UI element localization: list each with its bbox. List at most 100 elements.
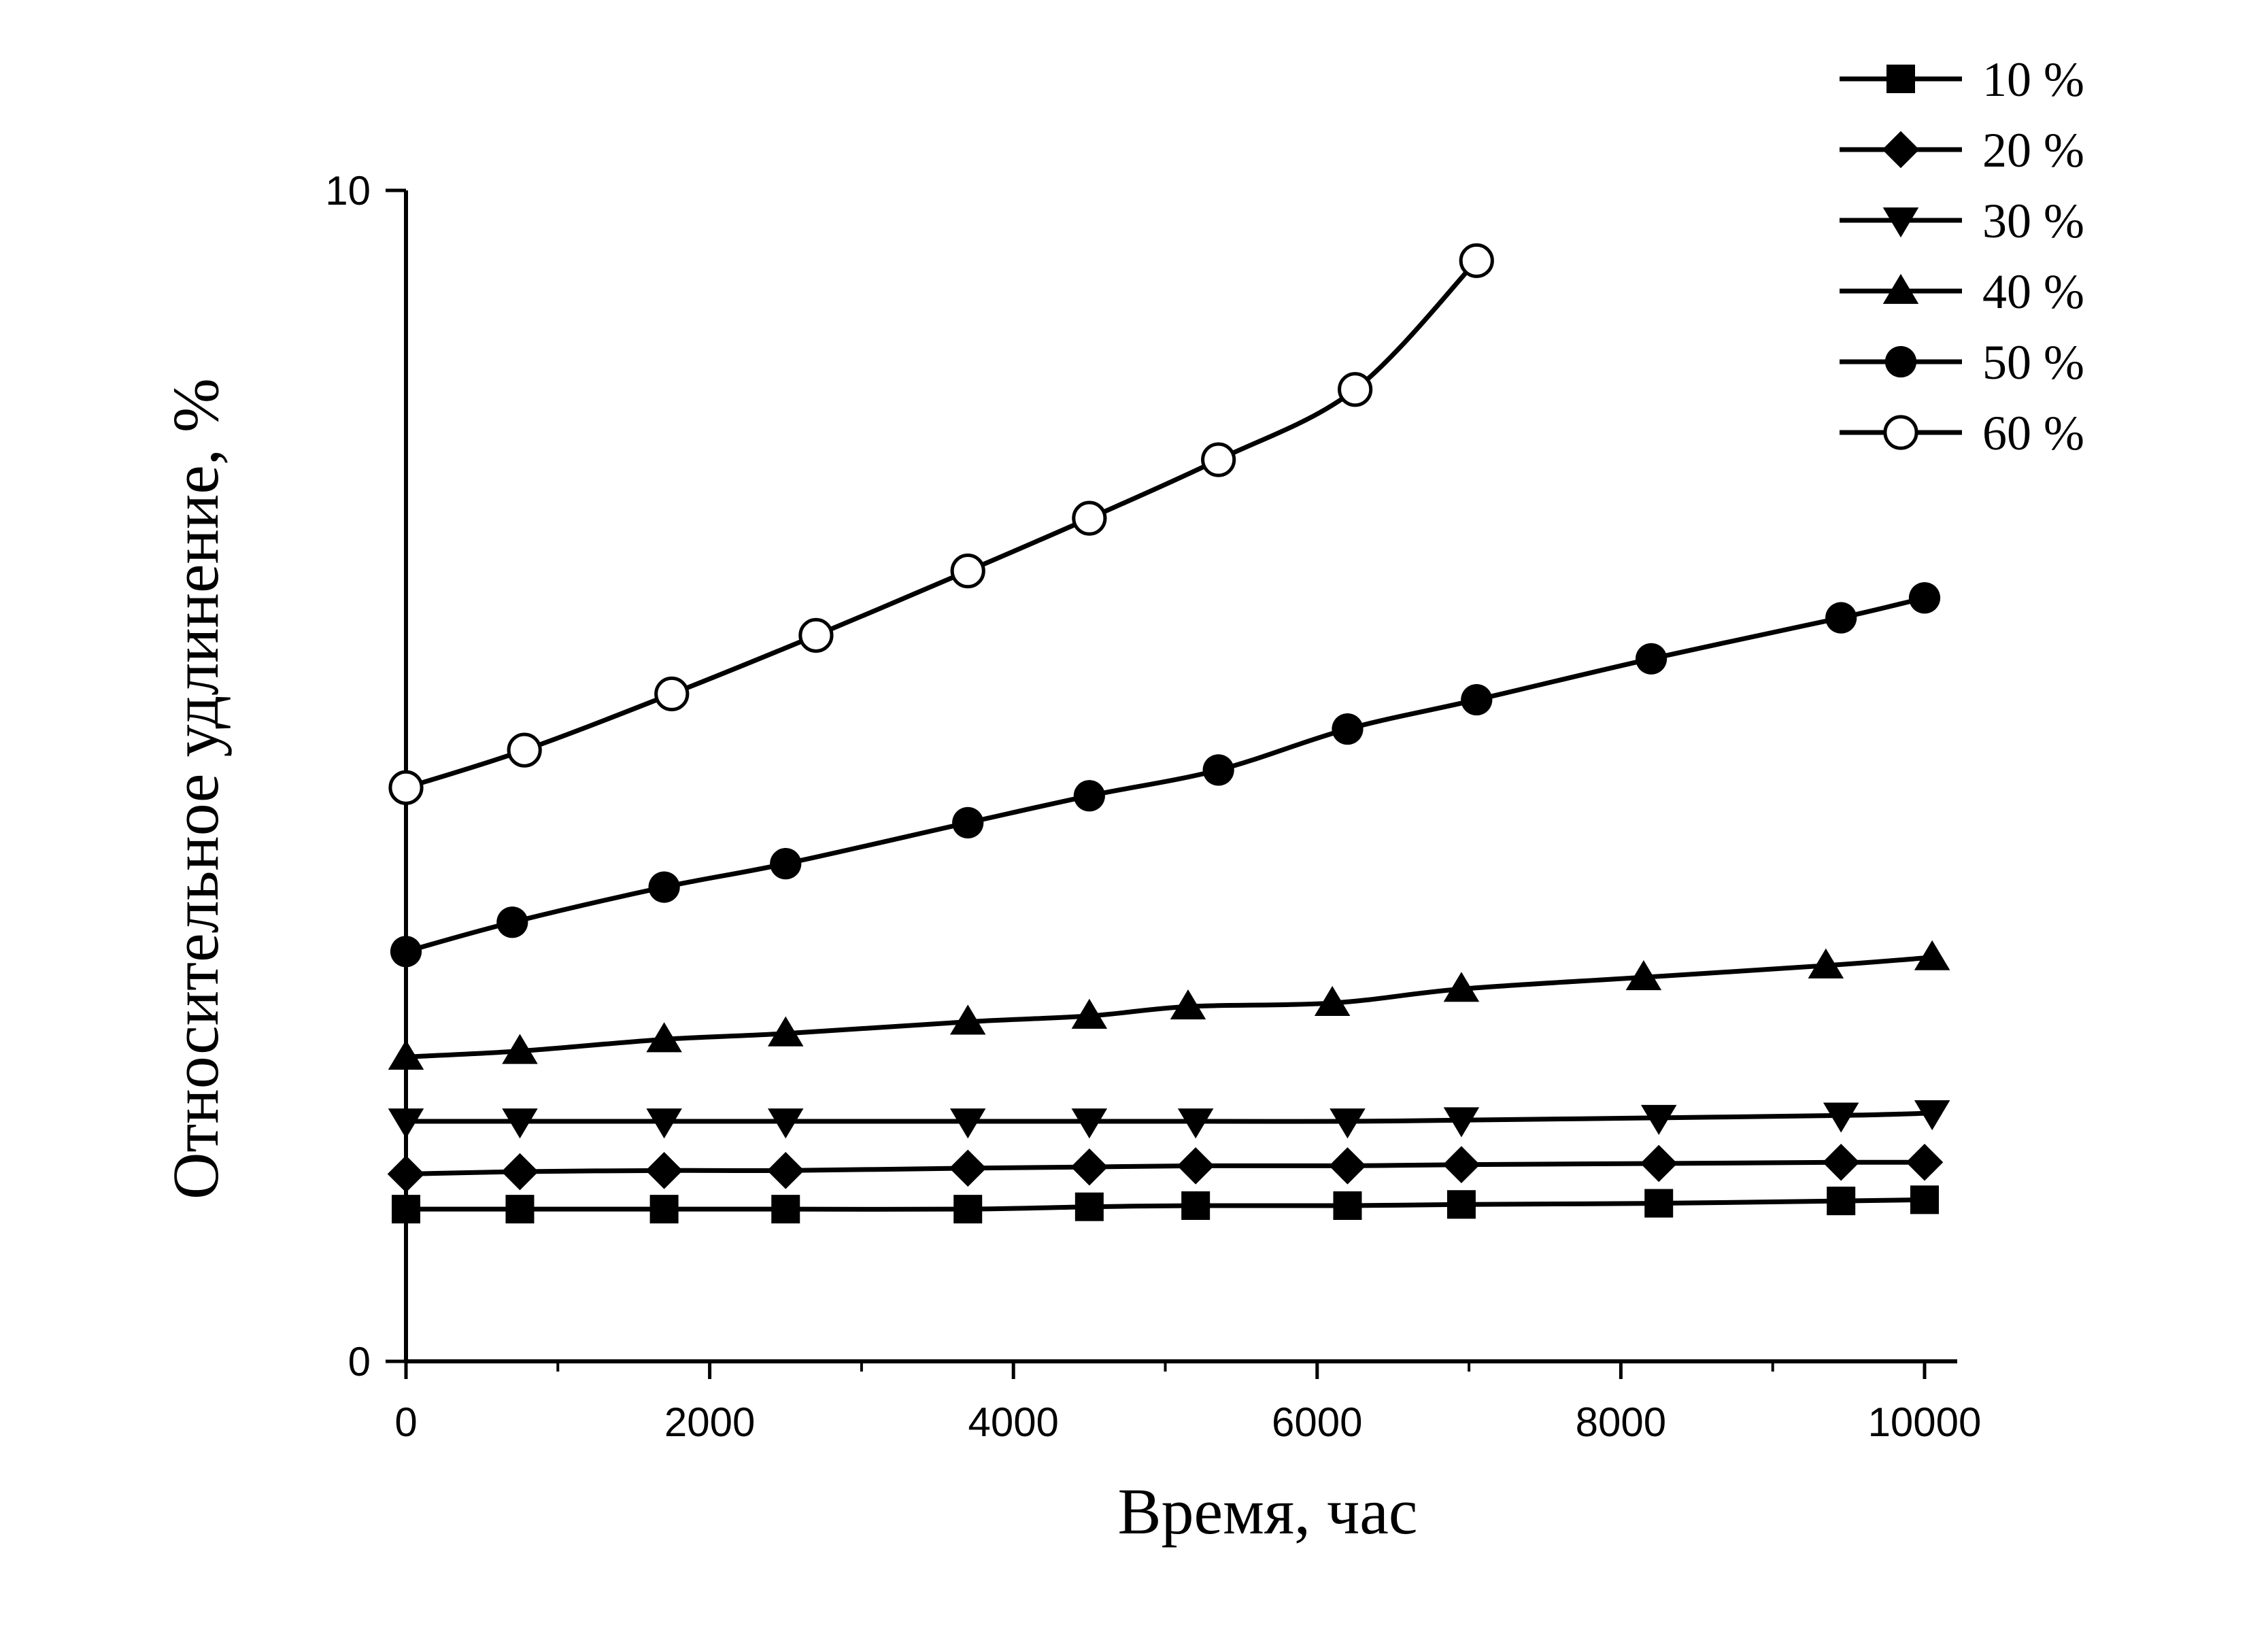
data-point bbox=[392, 1195, 420, 1224]
x-tick-label: 8000 bbox=[1576, 1399, 1666, 1445]
data-point bbox=[502, 1108, 538, 1139]
data-point bbox=[1625, 959, 1662, 991]
legend-item: 10 % bbox=[1840, 52, 2084, 107]
data-point bbox=[390, 936, 422, 968]
data-point bbox=[505, 1195, 535, 1224]
data-point bbox=[1071, 1108, 1108, 1139]
data-point bbox=[388, 770, 424, 805]
legend-marker bbox=[1883, 415, 1918, 450]
legend-item: 50 % bbox=[1840, 335, 2084, 390]
data-point bbox=[1333, 1191, 1362, 1220]
legend-item: 40 % bbox=[1840, 265, 2084, 319]
series-6 bbox=[388, 243, 1494, 805]
legend: 10 % 20 % 30 % 40 % 50 % 60 % bbox=[1840, 52, 2084, 460]
series-line bbox=[405, 1159, 1925, 1176]
series-2 bbox=[387, 1143, 1944, 1193]
series-layer bbox=[387, 243, 1950, 1224]
y-tick-label: 0 bbox=[348, 1339, 371, 1384]
x-tick-label: 4000 bbox=[968, 1399, 1058, 1445]
data-point bbox=[1640, 1144, 1678, 1183]
data-point bbox=[1827, 1187, 1856, 1216]
data-point bbox=[949, 1108, 986, 1139]
data-point bbox=[496, 906, 528, 938]
series-5 bbox=[390, 582, 1941, 968]
data-point bbox=[1822, 1143, 1860, 1181]
data-point bbox=[1461, 683, 1493, 716]
data-point bbox=[1825, 602, 1857, 634]
data-point bbox=[645, 1152, 683, 1189]
legend-item: 30 % bbox=[1840, 194, 2084, 248]
legend-item: 60 % bbox=[1840, 406, 2084, 460]
series-line bbox=[405, 1197, 1925, 1212]
data-point bbox=[1170, 989, 1206, 1020]
data-point bbox=[1443, 972, 1480, 1002]
data-point bbox=[768, 1016, 804, 1047]
data-point bbox=[1910, 1185, 1939, 1214]
data-point bbox=[1074, 1192, 1104, 1221]
data-point bbox=[649, 1195, 679, 1224]
data-point bbox=[1443, 1107, 1480, 1138]
data-point bbox=[388, 1040, 424, 1070]
data-point bbox=[1914, 1100, 1950, 1131]
data-point bbox=[1908, 582, 1941, 614]
data-point bbox=[768, 1108, 804, 1139]
data-point bbox=[1202, 754, 1234, 786]
legend-marker bbox=[1882, 273, 1919, 304]
data-point bbox=[502, 1034, 538, 1064]
data-point bbox=[1644, 1189, 1674, 1218]
data-point bbox=[388, 1108, 424, 1139]
data-point bbox=[766, 1152, 805, 1189]
series-line bbox=[405, 595, 1925, 954]
series-line bbox=[405, 258, 1478, 790]
data-point bbox=[501, 1153, 539, 1191]
series-line bbox=[405, 955, 1933, 1059]
legend-label: 30 % bbox=[1982, 194, 2084, 248]
x-tick-label: 6000 bbox=[1272, 1399, 1362, 1445]
legend-label: 50 % bbox=[1982, 335, 2084, 390]
legend-label: 40 % bbox=[1982, 265, 2084, 319]
data-point bbox=[1329, 1147, 1366, 1185]
data-point bbox=[952, 806, 984, 838]
x-axis-title: Время, час bbox=[1117, 1475, 1417, 1548]
series-line bbox=[406, 1110, 1933, 1124]
data-point bbox=[654, 676, 690, 712]
data-point bbox=[949, 1149, 987, 1187]
legend-item: 20 % bbox=[1840, 123, 2084, 177]
legend-label: 10 % bbox=[1982, 52, 2084, 107]
data-point bbox=[1446, 1190, 1476, 1219]
legend-marker bbox=[1882, 131, 1920, 169]
data-point bbox=[1201, 442, 1236, 477]
x-tick-label: 10000 bbox=[1868, 1399, 1982, 1445]
legend-label: 60 % bbox=[1982, 406, 2084, 460]
x-tick-label: 0 bbox=[394, 1399, 417, 1445]
data-point bbox=[387, 1155, 425, 1193]
data-point bbox=[1442, 1146, 1480, 1184]
data-point bbox=[950, 554, 985, 589]
axes: 0 2000 4000 6000 8000 10000 0 10 bbox=[325, 168, 1981, 1445]
legend-label: 20 % bbox=[1982, 123, 2084, 177]
data-point bbox=[949, 1004, 986, 1035]
data-point bbox=[1459, 243, 1494, 278]
data-point bbox=[646, 1022, 682, 1053]
data-point bbox=[1640, 1104, 1677, 1136]
data-point bbox=[770, 848, 802, 880]
y-tick-label: 10 bbox=[325, 168, 371, 214]
data-point bbox=[1071, 998, 1108, 1029]
data-point bbox=[1914, 940, 1950, 970]
data-point bbox=[1338, 372, 1373, 407]
legend-marker bbox=[1886, 65, 1915, 93]
legend-marker bbox=[1884, 345, 1917, 378]
data-point bbox=[1177, 1108, 1214, 1139]
data-point bbox=[1177, 1147, 1215, 1185]
data-point bbox=[648, 871, 680, 903]
data-point bbox=[1823, 1102, 1859, 1133]
data-point bbox=[1070, 1148, 1108, 1186]
data-point bbox=[1332, 713, 1364, 745]
data-point bbox=[507, 732, 542, 768]
data-point bbox=[1635, 643, 1668, 675]
series-1 bbox=[392, 1185, 1939, 1224]
x-tick-label: 2000 bbox=[664, 1399, 755, 1445]
data-point bbox=[798, 617, 834, 653]
series-4 bbox=[388, 940, 1950, 1070]
